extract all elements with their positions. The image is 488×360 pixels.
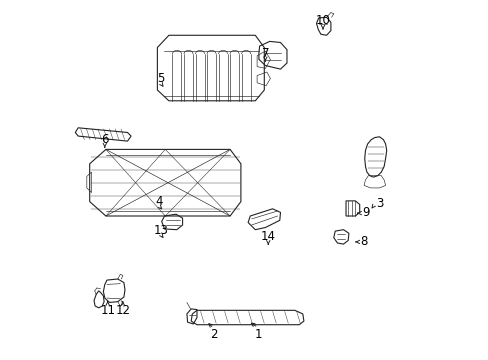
Text: 3: 3: [375, 197, 383, 210]
Text: 9: 9: [362, 206, 369, 219]
Text: 5: 5: [157, 72, 164, 85]
Text: 6: 6: [101, 133, 108, 146]
Text: 8: 8: [360, 235, 367, 248]
Text: 12: 12: [115, 304, 130, 317]
Text: 11: 11: [100, 304, 115, 317]
Text: 10: 10: [315, 14, 330, 27]
Text: 14: 14: [260, 230, 275, 243]
Text: 2: 2: [210, 328, 217, 341]
Text: 7: 7: [261, 47, 268, 60]
Text: 1: 1: [254, 328, 262, 341]
Text: 4: 4: [155, 195, 162, 208]
Text: 13: 13: [153, 224, 168, 237]
